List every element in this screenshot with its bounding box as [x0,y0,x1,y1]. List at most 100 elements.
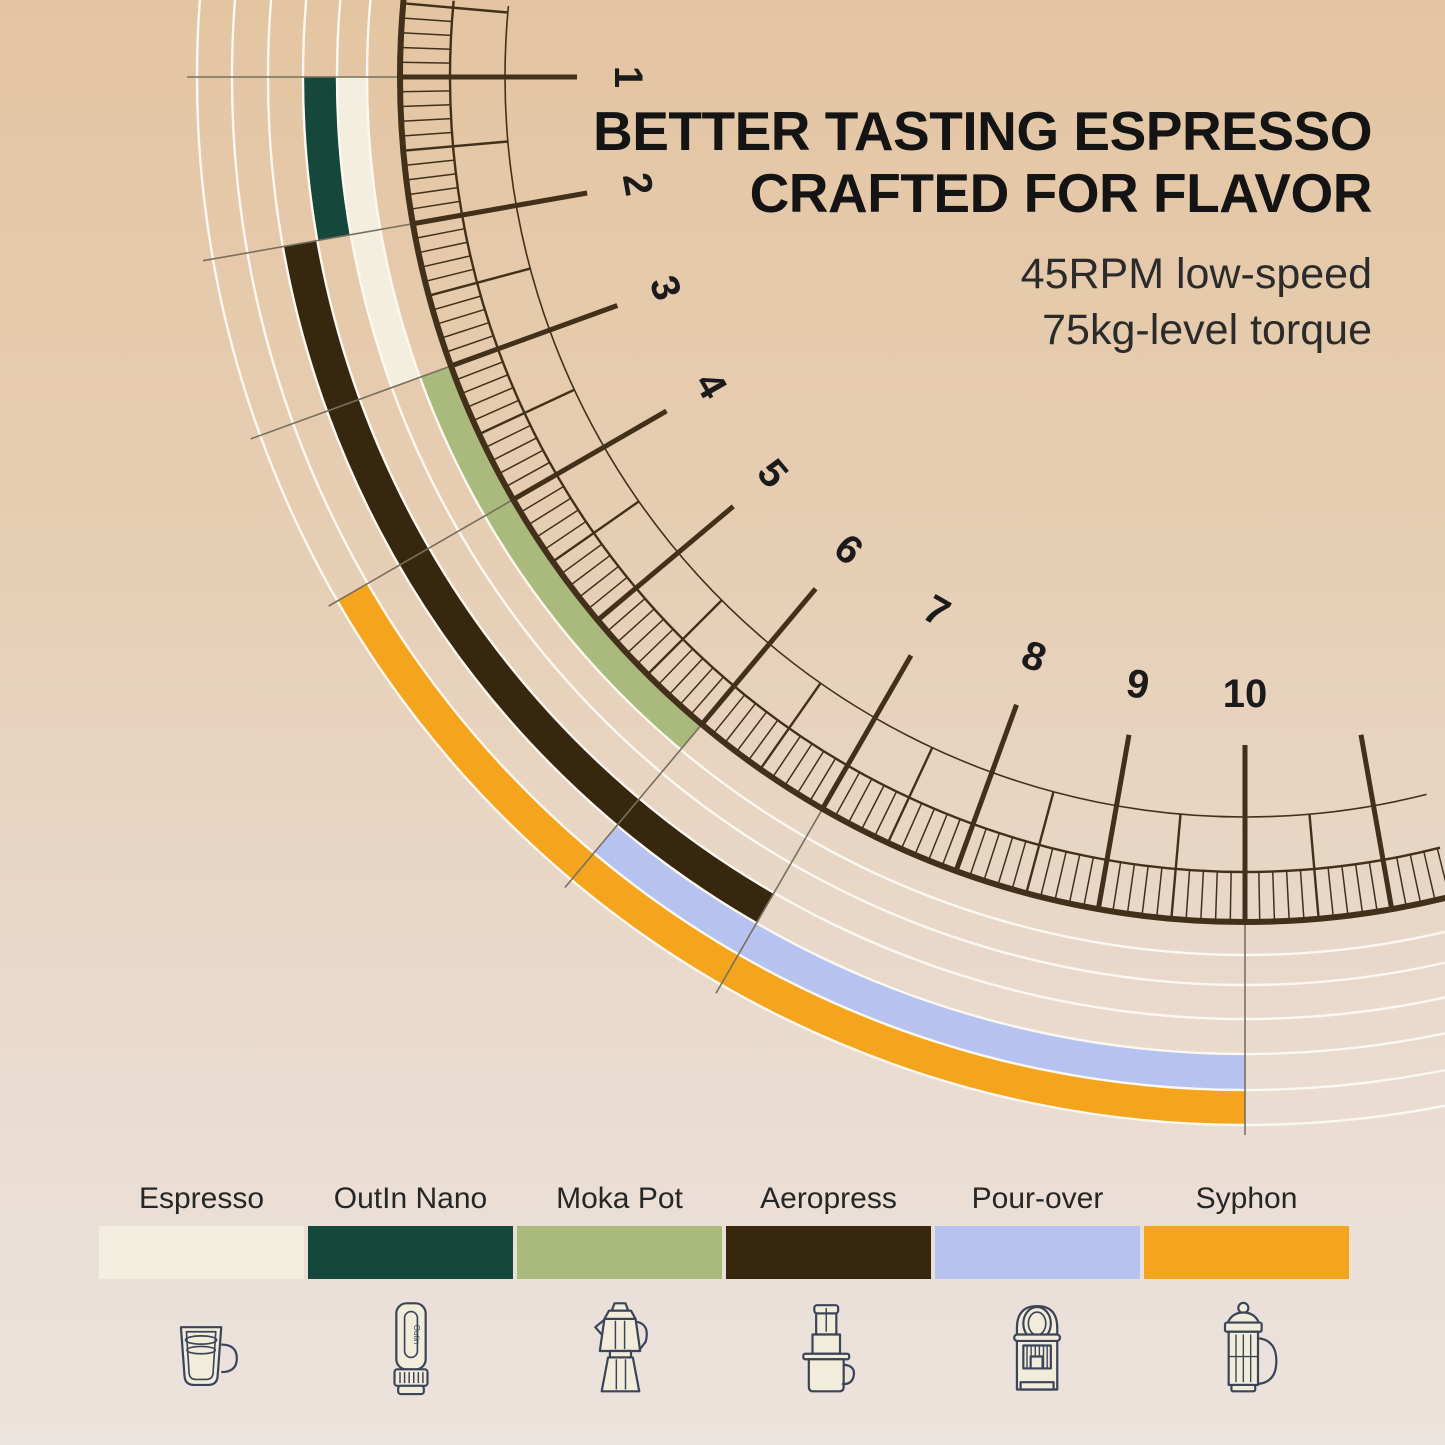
minor-tick [578,565,619,598]
legend-swatch-aeropress [726,1226,931,1279]
espresso-cup-icon [142,1295,262,1407]
syphon-icon [1187,1295,1307,1407]
track-guides [195,0,1445,1127]
minor-tick [1083,857,1095,907]
minor-tick [535,509,579,538]
legend-swatch-espresso [99,1226,304,1279]
subhead-line-1: 45RPM low-speed [1020,250,1372,298]
half-tick [552,500,640,563]
minor-tick [421,255,471,268]
minor-tick [1409,854,1422,904]
ruler-mid-arc [448,0,1441,874]
half-tick [403,140,508,152]
major-tick [511,408,668,502]
headline: BETTER TASTING ESPRESSO CRAFTED FOR FLAV… [593,100,1372,224]
minor-tick [636,628,674,665]
minor-tick [472,399,520,422]
minor-tick [724,703,757,744]
minor-tick [1436,848,1445,883]
minor-tick [569,554,611,587]
minor-tick [1141,865,1149,916]
minor-tick [1054,851,1067,901]
grind-number-8: 8 [1016,632,1052,681]
minor-tick [1395,857,1407,907]
legend-item-outin-nano: OutIn Nano Outin [308,1182,513,1407]
minor-tick [1258,871,1261,922]
minor-tick [424,268,474,283]
grind-number-9: 9 [1123,661,1153,708]
capsule-machine-icon [978,1295,1098,1407]
minor-tick [969,828,987,877]
minor-tick [1068,854,1081,904]
major-tick [412,190,588,227]
minor-tick [784,743,813,787]
minor-tick [809,758,837,802]
minor-tick [873,791,898,837]
minor-tick [1155,867,1163,918]
minor-tick [941,818,961,867]
minor-tick [1200,870,1205,921]
legend-item-syphon: Syphon [1144,1182,1349,1407]
minor-tick [402,17,452,23]
minor-tick [401,32,452,37]
minor-tick [418,241,468,254]
grind-number-10: 10 [1223,672,1268,716]
minor-tick [1185,870,1191,920]
minor-tick [455,361,504,381]
minor-tick [520,485,564,513]
half-tick [403,2,508,14]
track-guide-arc [301,0,1445,1021]
range-gridline [250,365,452,440]
legend-label-outin-nano: OutIn Nano [333,1182,488,1215]
major-tick [699,587,818,726]
outin-nano-icon: Outin [351,1295,471,1407]
major-tick [1095,734,1132,910]
half-tick [1170,814,1182,919]
minor-tick [983,832,1001,881]
minor-tick [466,386,514,408]
legend-label-moka-pot: Moka Pot [556,1182,683,1215]
minor-tick [771,735,802,778]
minor-tick [432,295,482,311]
ruler-band [397,0,1445,925]
minor-tick [560,543,603,575]
minor-tick [400,61,451,64]
aeropress-icon [769,1295,889,1407]
range-band-pour-over [593,825,1246,1090]
minor-tick [445,335,494,353]
legend-label-aeropress: Aeropress [760,1182,897,1215]
half-tick [886,747,934,844]
range-gridline [715,808,824,994]
minor-tick [796,750,825,794]
legend-item-aeropress: Aeropress [726,1182,931,1407]
legend-item-moka-pot: Moka Pot [517,1182,722,1407]
minor-tick [997,837,1014,886]
major-tick [820,654,914,811]
moka-pot-icon [560,1295,680,1407]
minor-tick [1112,862,1122,912]
major-tick [596,504,735,623]
half-tick [1025,791,1055,894]
minor-tick [616,608,655,643]
legend-swatch-syphon [1144,1226,1349,1279]
half-tick [646,599,723,676]
brew-method-legend: Espresso OutIn Nano Outin Moka Pot [99,1182,1349,1407]
minor-tick [498,449,544,475]
minor-tick [847,778,873,824]
grind-number-5: 5 [748,451,796,496]
minor-tick [1229,871,1232,922]
minor-tick [415,227,465,239]
minor-tick [927,813,948,861]
grind-number-4: 4 [686,365,736,407]
minor-tick [544,520,587,551]
subhead: 45RPM low-speed 75kg-level torque [593,246,1372,358]
minor-tick [1285,870,1290,921]
minor-tick [406,173,457,181]
half-tick [428,267,531,297]
track-guide-arc [335,0,1445,987]
minor-tick [860,785,885,831]
legend-item-pour-over: Pour-over [935,1182,1140,1407]
legend-item-espresso: Espresso [99,1182,304,1407]
legend-label-syphon: Syphon [1195,1182,1298,1215]
minor-tick [461,374,509,395]
